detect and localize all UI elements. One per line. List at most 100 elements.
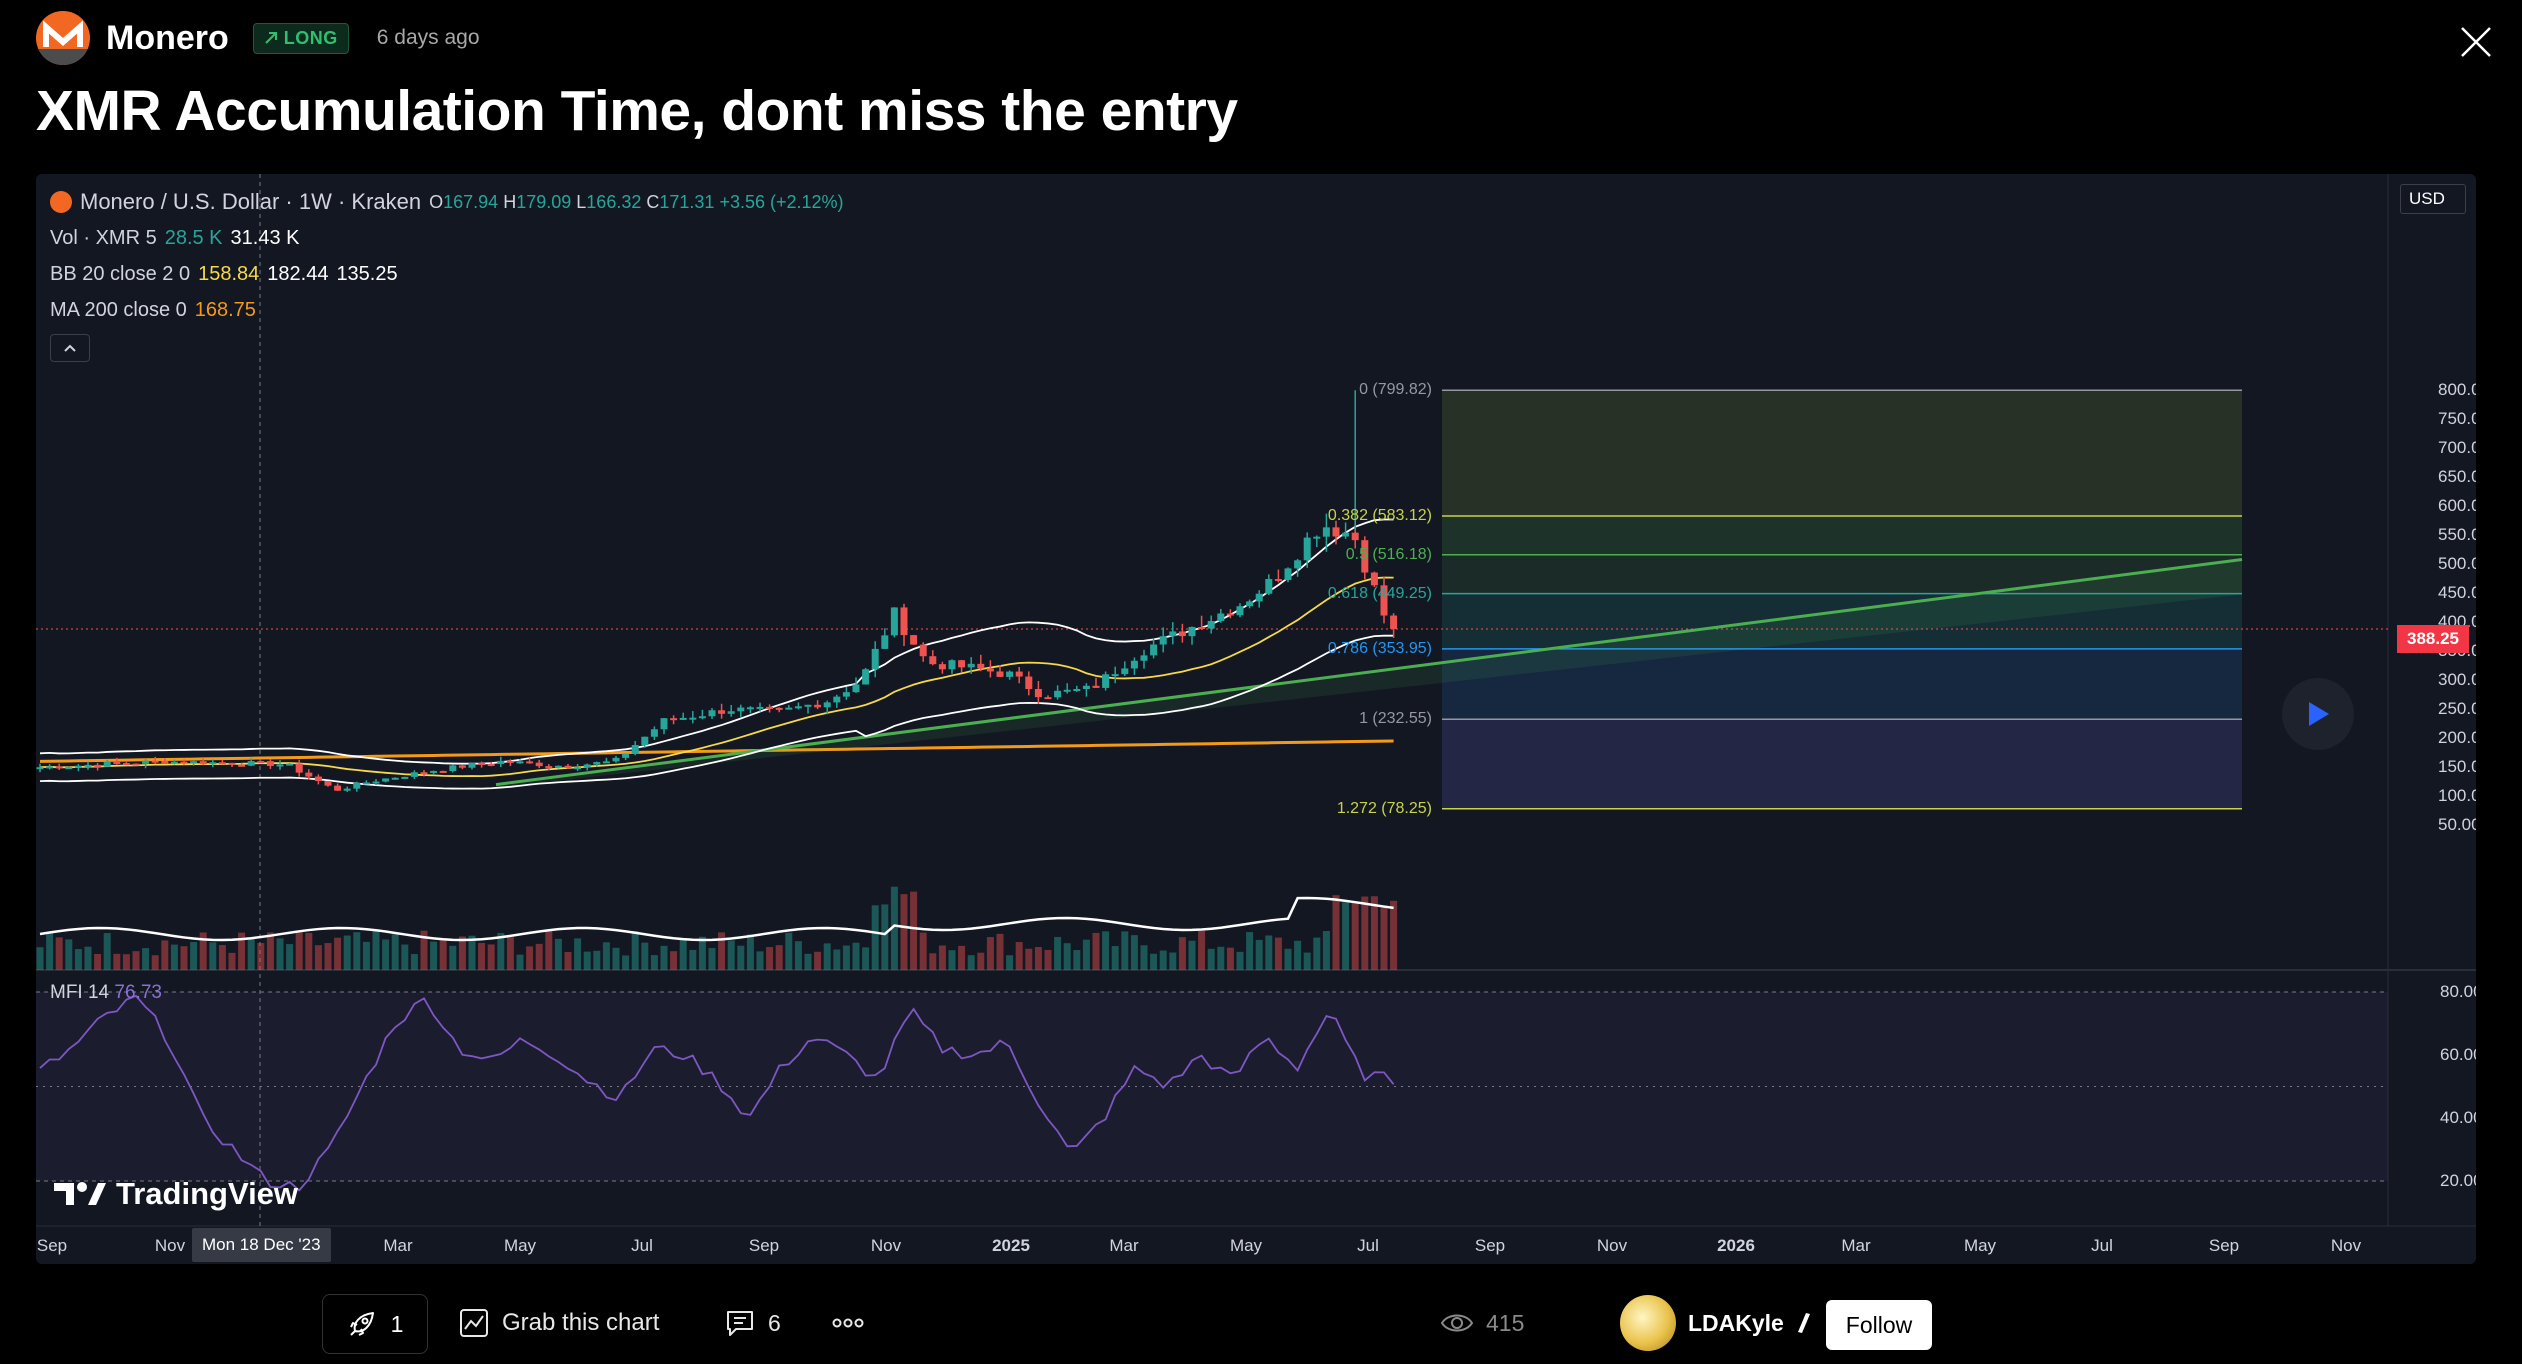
candle-body	[401, 776, 409, 779]
volume-bar	[295, 930, 303, 970]
mfi-axis-label: 60.00	[2440, 1045, 2476, 1064]
crosshair-date-label: Mon 18 Dec '23	[192, 1228, 331, 1262]
fib-level-label: 0.382 (583.12)	[1327, 506, 1432, 524]
candle-body	[631, 745, 639, 754]
volume-bar	[449, 945, 457, 970]
more-options-button[interactable]	[832, 1294, 864, 1352]
candle-body	[862, 669, 870, 685]
time-axis-label: 2026	[1717, 1236, 1755, 1255]
symbol-name[interactable]: Monero	[106, 18, 229, 57]
follow-button[interactable]: Follow	[1826, 1300, 1932, 1350]
volume-bar	[266, 932, 274, 970]
volume-bar	[948, 950, 956, 970]
candle-body	[593, 762, 601, 765]
chart-panel[interactable]: Monero / U.S. Dollar · 1W · Kraken O167.…	[36, 174, 2476, 1264]
volume-bar	[718, 932, 726, 970]
volume-bar	[334, 937, 342, 970]
collapse-legend-button[interactable]	[50, 334, 90, 362]
rocket-icon	[349, 1312, 374, 1336]
volume-bar	[564, 951, 572, 970]
volume-bar	[574, 938, 582, 970]
time-axis[interactable]: Sep Nov Mar May Jul Sep Nov 2025 Mar May Jul Sep Nov…	[36, 1226, 2476, 1264]
price-chart-canvas[interactable]	[36, 174, 2476, 1264]
legend-change: +3.56 (+2.12%)	[719, 191, 844, 212]
volume-bar	[430, 941, 438, 970]
volume-bar	[775, 945, 783, 970]
candle-body	[1092, 685, 1100, 688]
legend-ma-row[interactable]: MA 200 close 0 168.75	[50, 292, 844, 328]
volume-bar	[794, 941, 802, 970]
price-axis-label: 700.00	[2438, 438, 2476, 458]
candle-body	[180, 761, 188, 764]
volume-bar	[1380, 907, 1388, 970]
candle-body	[1025, 676, 1033, 689]
volume-bar	[439, 939, 447, 970]
candle-body	[132, 763, 140, 766]
mfi-value: 76.73	[114, 982, 162, 1003]
trendline[interactable]	[495, 558, 2243, 787]
fib-level-label: 0.618 (449.25)	[1327, 584, 1432, 602]
candle-body	[1034, 688, 1042, 698]
candle-body	[218, 762, 226, 765]
currency-selector[interactable]: USD	[2400, 184, 2466, 214]
tradingview-logo[interactable]: TradingView	[54, 1176, 298, 1212]
time-axis-label: Sep	[1474, 1236, 1506, 1255]
replay-button[interactable]	[2282, 678, 2354, 750]
author-name[interactable]: LDAKyle	[1688, 1309, 1784, 1336]
volume-bar	[1303, 952, 1311, 970]
author-link[interactable]: LDAKyle	[1620, 1294, 1812, 1352]
ma200-line	[39, 739, 1394, 763]
idea-header: Monero LONG 6 days ago	[36, 10, 480, 66]
candle-body	[1150, 644, 1158, 656]
bb-lower-line	[39, 634, 1394, 790]
mfi-legend[interactable]: MFI 14 76.73	[50, 982, 162, 1004]
fib-zone	[1442, 648, 2242, 720]
price-axis-label: 250.00	[2438, 699, 2476, 719]
vol-label: Vol · XMR 5	[50, 226, 157, 249]
volume-bar	[1332, 895, 1340, 970]
candle-body	[1294, 560, 1302, 569]
avatar[interactable]	[1620, 1295, 1676, 1351]
candle-body	[1121, 668, 1129, 675]
volume-bar	[180, 946, 188, 970]
volume-bar	[1102, 931, 1110, 970]
volume-bar	[65, 939, 73, 970]
candle-body	[852, 684, 860, 693]
volume-bar	[497, 933, 505, 970]
volume-bar	[420, 930, 428, 970]
views-counter: 415	[1440, 1294, 1524, 1352]
time-axis-label: Mar	[1109, 1236, 1139, 1255]
volume-bar	[833, 949, 841, 970]
volume-bar	[823, 943, 831, 970]
bb-basis-line	[39, 576, 1394, 778]
close-icon[interactable]	[2456, 22, 2496, 62]
volume-bar	[641, 942, 649, 970]
volume-bar	[362, 941, 370, 970]
legend-volume-row[interactable]: Vol · XMR 5 28.5 K 31.43 K	[50, 220, 844, 256]
candle-body	[1274, 578, 1282, 581]
volume-bar	[1063, 943, 1071, 970]
candle-body	[1380, 585, 1388, 616]
candle-body	[391, 777, 399, 780]
monero-logo-icon[interactable]	[36, 11, 90, 65]
volume-bar	[247, 938, 255, 970]
legend-close: 171.31	[659, 191, 715, 212]
time-axis-label: Mar	[1841, 1236, 1871, 1255]
boost-button[interactable]: 1	[322, 1294, 428, 1354]
candle-body	[516, 761, 524, 764]
candle-body	[1054, 690, 1062, 698]
candle-body	[209, 762, 217, 765]
time-axis-label: Nov	[2330, 1236, 2362, 1255]
fib-level-label: 0 (799.82)	[1359, 381, 1432, 399]
legend-bb-row[interactable]: BB 20 close 2 0 158.84 182.44 135.25	[50, 256, 844, 292]
volume-bar	[1246, 932, 1254, 970]
candle-body	[410, 772, 418, 777]
candle-body	[641, 736, 649, 746]
volume-bar	[622, 955, 630, 970]
grab-chart-button[interactable]: Grab this chart	[458, 1294, 659, 1352]
volume-bar	[1342, 902, 1350, 970]
comments-button[interactable]: 6	[724, 1294, 781, 1352]
volume-bar	[1092, 932, 1100, 970]
legend-l-label: L	[576, 191, 587, 212]
legend-pair[interactable]: Monero / U.S. Dollar · 1W · Kraken	[80, 189, 422, 214]
